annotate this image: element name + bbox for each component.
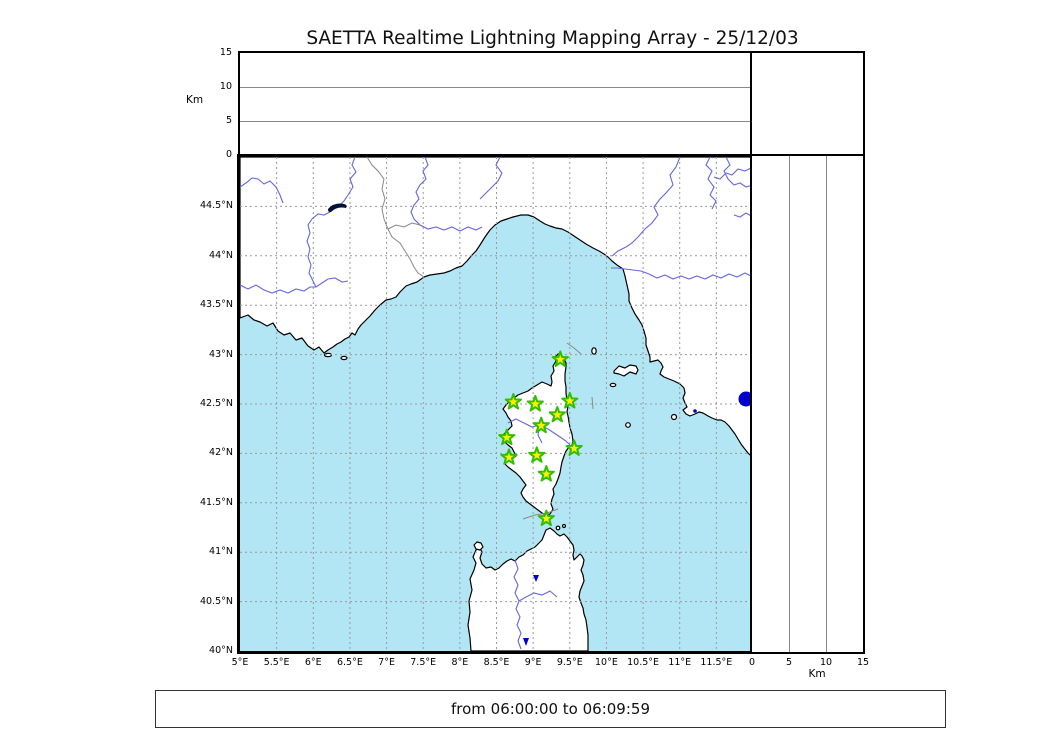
time-range-box: from 06:00:00 to 06:09:59 [155, 690, 946, 728]
page-title: SAETTA Realtime Lightning Mapping Array … [306, 28, 799, 49]
altitude-y-tick-label: 10 [219, 81, 232, 92]
station-star-marker [528, 446, 546, 463]
giglio-island [670, 413, 678, 421]
altitude-x-tick-label: 15 [856, 657, 870, 668]
lon-tick-label: 10°E [595, 657, 618, 668]
rivers [240, 157, 753, 650]
altitude-y-tick-label: 15 [219, 47, 232, 58]
station-star-marker [532, 416, 550, 434]
altitude-x-tick-label: 0 [748, 657, 756, 668]
lon-tick-label: 5.5°E [263, 657, 290, 668]
lat-tick-label: 44.5°N [199, 200, 233, 212]
land-masses [240, 157, 753, 651]
lat-tick-label: 41°N [209, 546, 233, 558]
top-axis-unit-label: Km [186, 94, 204, 106]
station-star-marker [504, 393, 522, 410]
lon-tick-label: 9°E [524, 657, 542, 668]
lat-tick-label: 40.5°N [199, 595, 233, 607]
lat-tick-label: 44°N [209, 249, 233, 261]
map-svg [240, 157, 753, 651]
elba-island [613, 364, 639, 377]
mainland-coast [240, 157, 753, 459]
orbetello-lagoon [693, 409, 697, 413]
lat-tick-label: 41.5°N [199, 496, 233, 508]
station-star-marker [537, 509, 555, 527]
corner-panel [750, 51, 865, 157]
altitude-y-tick-label: 0 [225, 149, 232, 160]
lake-bolsena [738, 391, 753, 407]
altitude-gridline [789, 156, 790, 652]
altitude-longitude-panel [238, 51, 755, 157]
lon-tick-label: 8.5°E [483, 657, 510, 668]
map-panel [237, 154, 756, 654]
lon-tick-label: 11°E [668, 657, 692, 668]
lon-tick-label: 10.5°E [627, 657, 660, 668]
altitude-gridline [240, 87, 753, 88]
lakes [328, 203, 753, 646]
lake-serre-poncon [328, 203, 347, 213]
lon-tick-label: 5°E [231, 657, 249, 668]
station-star-marker [565, 439, 583, 456]
lat-tick-label: 43.5°N [199, 299, 233, 311]
lon-tick-label: 7.5°E [410, 657, 437, 668]
station-star-marker [548, 405, 566, 423]
port-cros-island [340, 355, 348, 361]
time-range-text: from 06:00:00 to 06:09:59 [450, 700, 650, 718]
lon-tick-label: 7°E [378, 657, 395, 668]
sensor-stations [498, 350, 583, 527]
altitude-latitude-panel [750, 154, 865, 654]
lon-tick-label: 11.5°E [700, 657, 733, 668]
station-star-marker [537, 465, 555, 482]
lat-tick-label: 42°N [209, 447, 233, 459]
maddalena-island [555, 525, 561, 531]
altitude-gridline [826, 156, 827, 652]
lat-tick-label: 42.5°N [199, 398, 233, 409]
asinara-island [473, 541, 484, 551]
lon-tick-label: 6.5°E [336, 657, 363, 668]
sardinia-lake [523, 638, 529, 646]
montecristo-island [625, 422, 631, 428]
station-star-marker [551, 350, 569, 367]
altitude-x-tick-label: 5 [785, 657, 793, 668]
lat-tick-label: 40°N [209, 645, 233, 656]
lon-tick-label: 6°E [304, 657, 322, 668]
country-borders [366, 157, 594, 520]
capraia-island [591, 347, 597, 355]
pianosa-island [609, 382, 617, 388]
lon-tick-label: 8°E [451, 657, 469, 668]
right-axis-unit-label: Km [808, 668, 826, 680]
station-star-marker [561, 392, 579, 409]
station-star-marker [526, 395, 544, 412]
lat-tick-label: 43°N [209, 348, 233, 360]
graticule-grid [240, 157, 753, 651]
station-star-marker [500, 448, 518, 465]
altitude-gridline [240, 121, 753, 122]
maddalena-island-2 [561, 523, 567, 529]
lake-coghinas [533, 575, 539, 582]
altitude-y-tick-label: 5 [225, 115, 232, 126]
station-star-marker [498, 428, 516, 446]
altitude-x-tick-label: 10 [819, 657, 833, 668]
lon-tick-label: 9.5°E [556, 657, 583, 668]
